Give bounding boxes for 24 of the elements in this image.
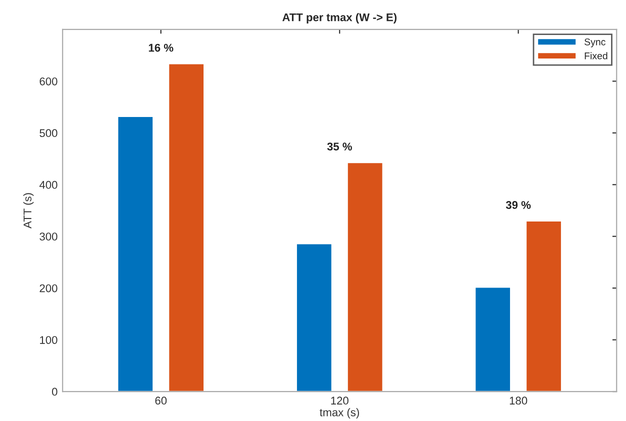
x-axis-title: tmax (s) <box>320 408 359 418</box>
bar <box>474 286 512 392</box>
y-tick-label: 400 <box>39 180 58 189</box>
chart-title: ATT per tmax (W -> E) <box>282 13 397 24</box>
y-tick-label: 100 <box>40 336 58 344</box>
bar <box>168 62 205 392</box>
annotation: 35 % <box>327 142 352 150</box>
bar <box>525 220 562 392</box>
y-tick-label: 0 <box>52 388 58 396</box>
bar <box>346 162 384 392</box>
y-axis-title: ATT (s) <box>23 193 34 228</box>
legend-label: Sync <box>584 38 606 48</box>
annotation: 16 % <box>148 44 174 52</box>
annotation: 39 % <box>506 201 531 209</box>
x-tick-label: 120 <box>331 396 348 405</box>
x-tick-label: 180 <box>510 396 528 405</box>
legend-label: Fixed <box>584 52 608 60</box>
y-tick-label: 600 <box>40 77 58 86</box>
y-tick-label: 300 <box>40 232 58 240</box>
bar <box>116 116 154 392</box>
bar <box>296 242 333 392</box>
y-tick-label: 200 <box>40 284 58 292</box>
y-tick-label: 500 <box>40 129 58 138</box>
x-tick-label: 60 <box>155 396 167 405</box>
